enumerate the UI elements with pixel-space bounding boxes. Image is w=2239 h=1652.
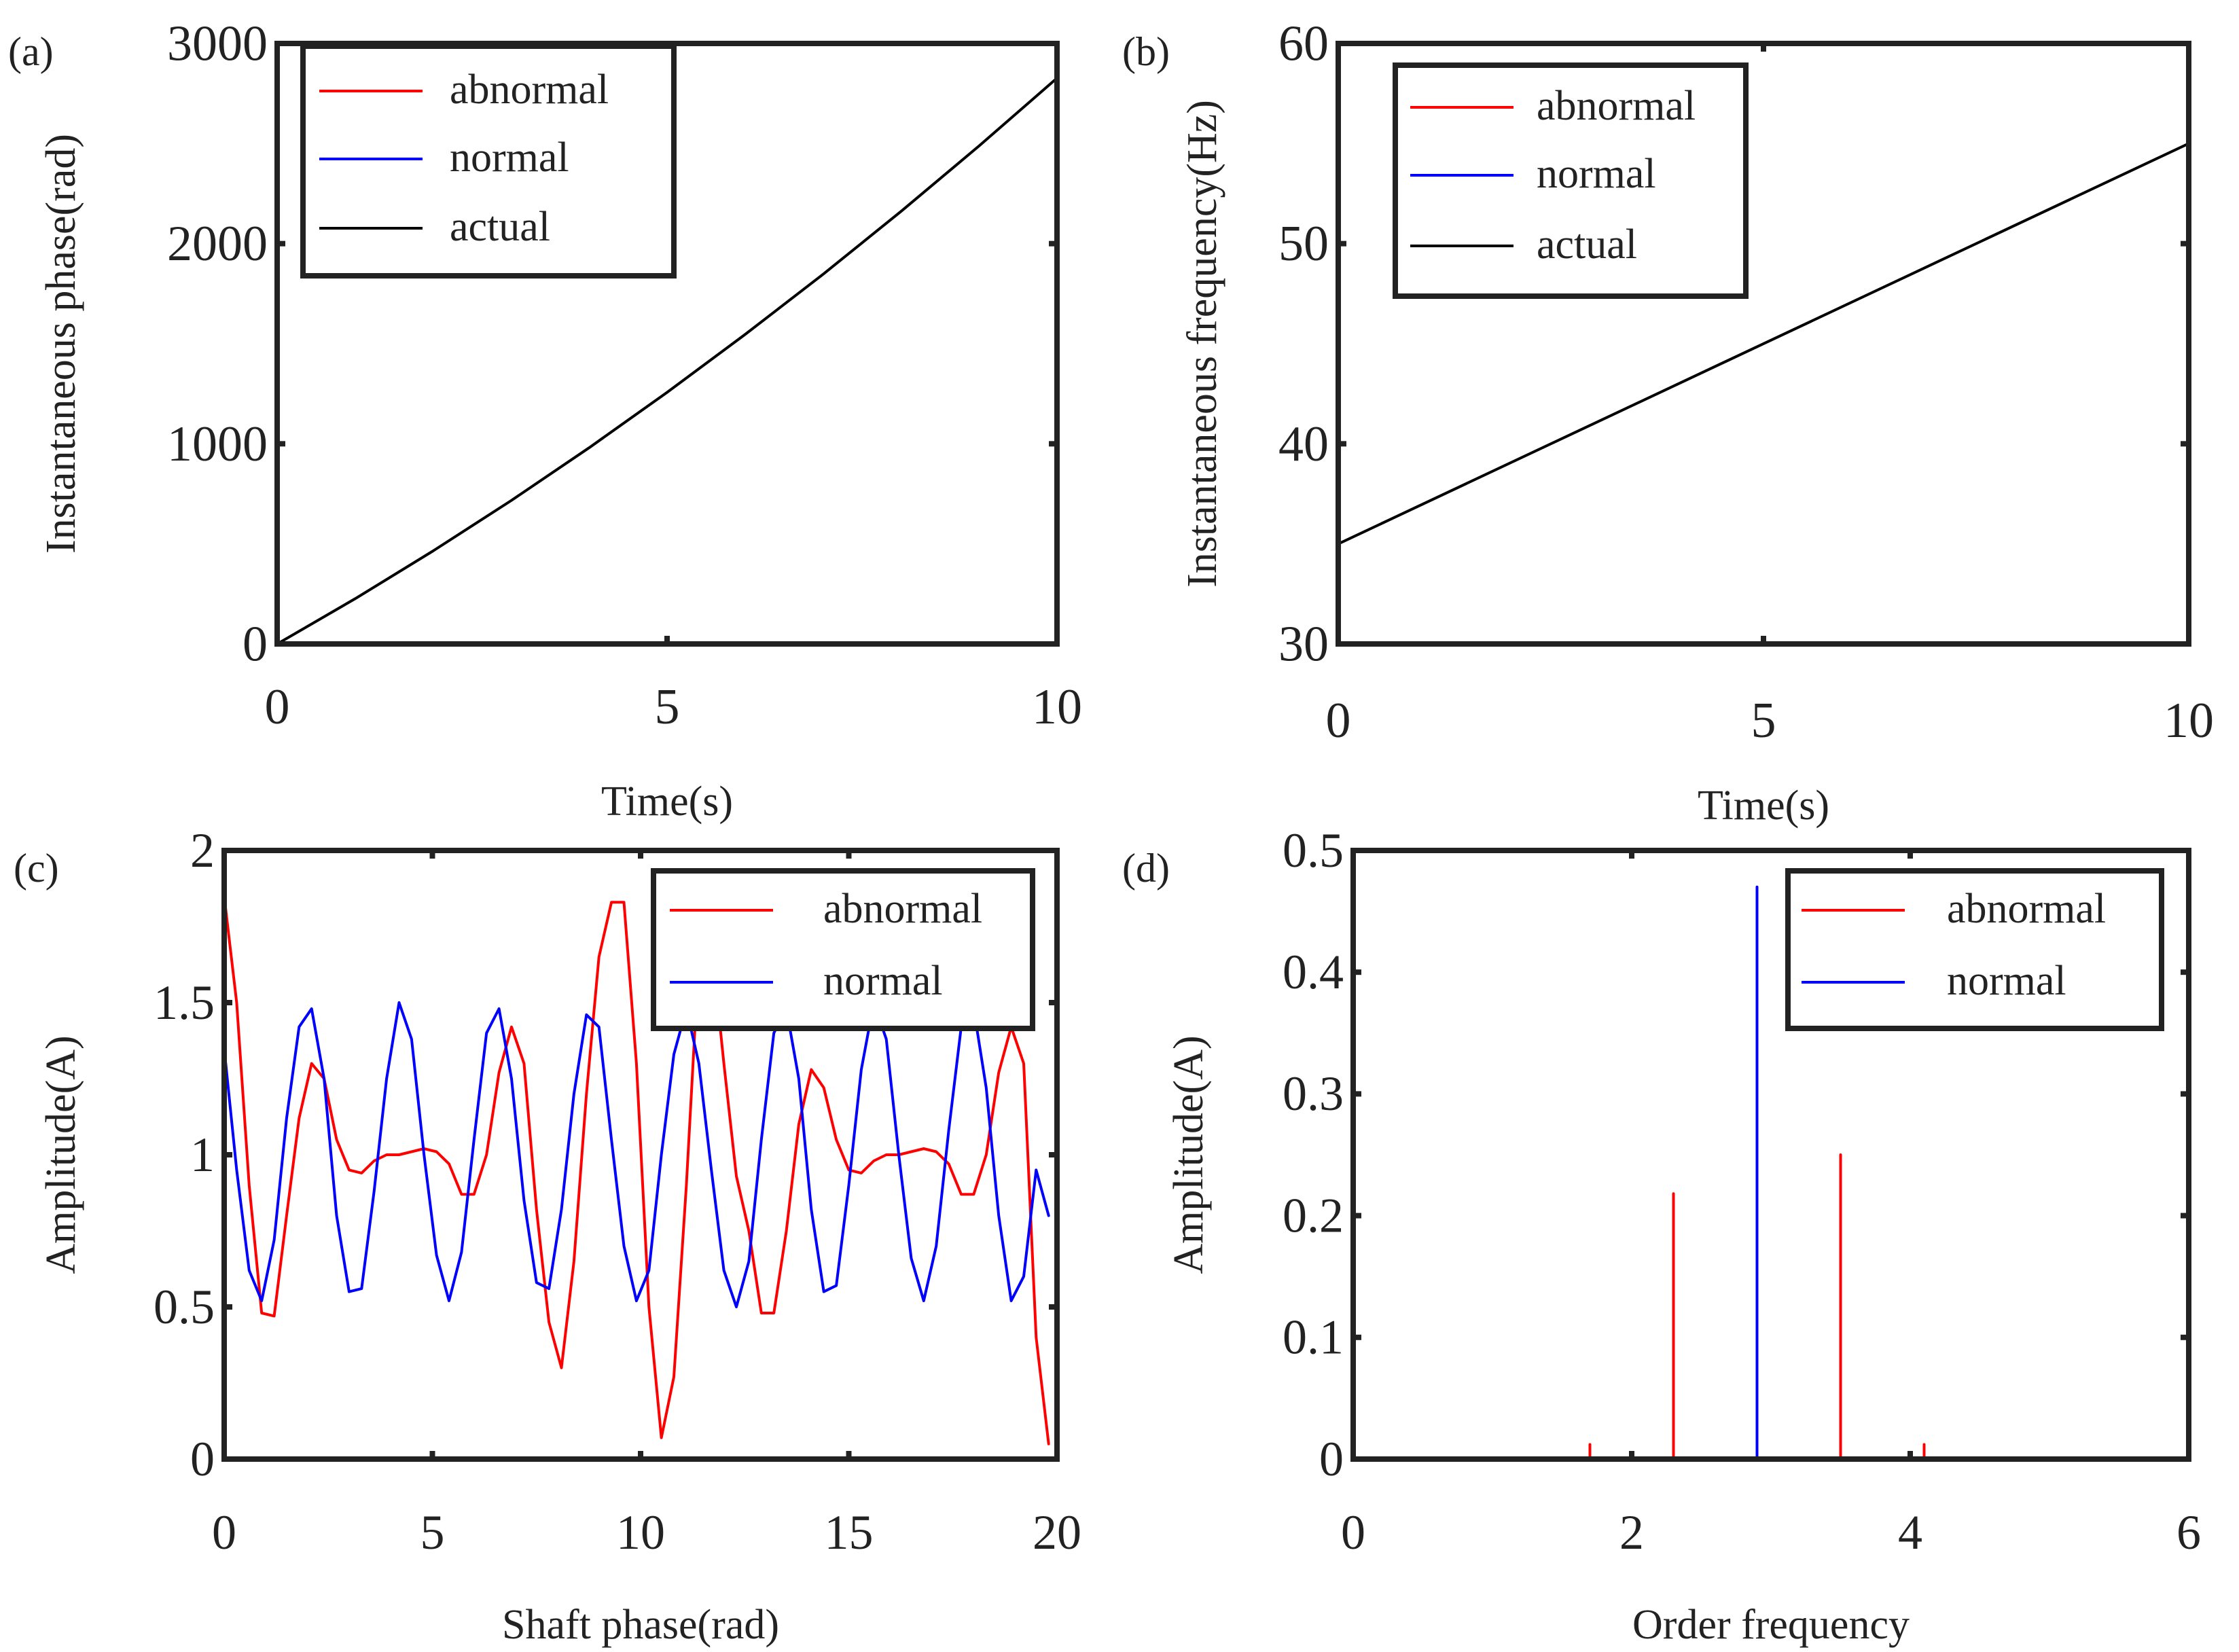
plot-area-d	[1353, 885, 2189, 1459]
y-tick-label-c: 1	[190, 1128, 215, 1182]
y-axis-label-d: Amplitude(A)	[1166, 1035, 1212, 1274]
x-tick-label-d: 2	[1619, 1505, 1644, 1560]
x-tick-label-b: 0	[1326, 693, 1351, 749]
legend-label-d-abnormal: abnormal	[1947, 886, 2106, 932]
x-tick-label-a: 10	[1032, 679, 1082, 735]
y-tick-label-b: 60	[1278, 16, 1329, 71]
y-tick-label-c: 2	[190, 823, 215, 878]
panel-c: 0 5 10 15 20 0 0.5 1 1.5 2 Shaft phase(rad) Amplitu…	[14, 823, 1081, 1648]
y-tick-label-a: 1000	[167, 416, 268, 472]
x-tick-label-c: 20	[1033, 1505, 1081, 1560]
series-line-d-normal	[1353, 885, 2189, 1459]
y-tick-label-d: 0.1	[1283, 1310, 1344, 1365]
plot-area-b	[1338, 142, 2189, 545]
y-tick-label-b: 30	[1278, 616, 1329, 672]
x-axis-label-c: Shaft phase(rad)	[502, 1602, 779, 1648]
series-line-d-abnormal	[1353, 1153, 2189, 1459]
legend-label-b-abnormal: abnormal	[1537, 83, 1696, 129]
x-tick-label-d: 0	[1341, 1505, 1365, 1560]
legend-a: abnormal normal actual	[300, 43, 677, 279]
legend-box-c	[651, 868, 1035, 1031]
x-tick-label-b: 5	[1751, 693, 1776, 749]
panel-label-a: (a)	[8, 29, 54, 74]
y-axis-label-c: Amplitude(A)	[38, 1035, 84, 1274]
panel-label-d: (d)	[1122, 846, 1170, 891]
x-tick-label-c: 0	[212, 1505, 236, 1560]
legend-b: abnormal normal actual	[1393, 62, 1749, 299]
legend-label-a-abnormal: abnormal	[450, 67, 609, 113]
axes-frame-d	[1350, 848, 2191, 1462]
y-tick-label-d: 0.3	[1283, 1066, 1344, 1121]
legend-label-a-normal: normal	[450, 134, 569, 181]
series-line-c-abnormal	[224, 895, 1050, 1446]
x-tick-label-b: 10	[2164, 693, 2214, 749]
y-tick-label-a: 0	[243, 616, 268, 672]
y-tick-label-c: 0.5	[154, 1280, 215, 1334]
legend-label-a-actual: actual	[450, 204, 550, 250]
x-axis-label-b: Time(s)	[1698, 783, 1829, 829]
y-tick-label-b: 40	[1278, 416, 1329, 472]
panel-label-c: (c)	[14, 846, 59, 891]
y-tick-label-d: 0.2	[1283, 1188, 1344, 1242]
legend-label-b-normal: normal	[1537, 151, 1656, 197]
y-tick-label-d: 0.4	[1283, 945, 1344, 999]
legend-label-c-normal: normal	[823, 958, 943, 1004]
y-tick-label-d: 0.5	[1283, 823, 1344, 878]
y-axis-label-a: Instantaneous phase(rad)	[38, 134, 84, 554]
x-tick-label-d: 6	[2177, 1505, 2201, 1560]
legend-box-a	[300, 43, 677, 279]
legend-c: abnormal normal	[651, 868, 1035, 1031]
series-line-c-normal	[224, 1001, 1050, 1308]
legend-label-c-abnormal: abnormal	[823, 886, 982, 932]
x-tick-label-a: 5	[655, 679, 680, 735]
y-tick-label-b: 50	[1278, 216, 1329, 272]
panel-d: 0 2 4 6 0 0.1 0.2 0.3 0.4 0.5 Order frequency Ampli…	[1122, 823, 2201, 1648]
legend-label-d-normal: normal	[1947, 958, 2066, 1004]
x-axis-label-d: Order frequency	[1632, 1602, 1910, 1648]
legend-d: abnormal normal	[1785, 868, 2164, 1031]
plot-area-c	[224, 895, 1050, 1446]
panel-a: 0 5 10 0 1000 2000 3000 Time(s) Instantaneous ph…	[8, 16, 1082, 825]
x-tick-label-c: 10	[616, 1505, 665, 1560]
y-tick-label-c: 1.5	[154, 975, 215, 1030]
legend-box-b	[1393, 62, 1749, 299]
legend-label-b-actual: actual	[1537, 221, 1637, 268]
y-tick-label-c: 0	[190, 1432, 215, 1486]
y-axis-label-b: Instantaneous frequency(Hz)	[1179, 100, 1225, 588]
x-axis-label-a: Time(s)	[601, 778, 733, 825]
legend-box-d	[1785, 868, 2164, 1031]
y-tick-label-a: 3000	[167, 16, 268, 71]
x-tick-label-c: 15	[825, 1505, 874, 1560]
x-tick-label-c: 5	[420, 1505, 445, 1560]
panel-label-b: (b)	[1122, 29, 1170, 74]
x-tick-label-a: 0	[265, 679, 290, 735]
x-tick-label-d: 4	[1898, 1505, 1922, 1560]
y-tick-label-a: 2000	[167, 216, 268, 272]
plot-area-a	[277, 77, 1057, 644]
series-line-a-actual	[277, 77, 1057, 644]
panel-b: 0 5 10 30 40 50 60 Time(s) Instantaneous frequen…	[1122, 16, 2214, 829]
series-line-b-actual	[1338, 142, 2189, 545]
y-tick-label-d: 0	[1319, 1432, 1344, 1486]
